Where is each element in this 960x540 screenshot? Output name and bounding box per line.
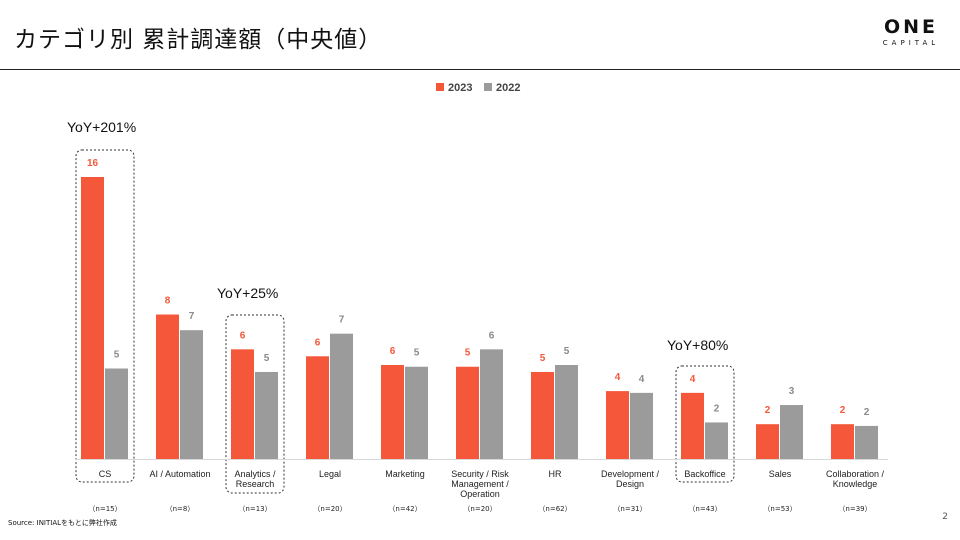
bar-2023 bbox=[381, 365, 404, 459]
value-label-2022: 5 bbox=[564, 346, 570, 357]
value-label-2023: 5 bbox=[465, 348, 471, 359]
sample-count: （n=20） bbox=[463, 505, 496, 513]
value-label-2023: 16 bbox=[87, 158, 99, 169]
value-label-2022: 5 bbox=[264, 353, 270, 364]
bar-2022 bbox=[705, 422, 728, 459]
value-label-2022: 5 bbox=[114, 349, 120, 360]
sample-count: （n=43） bbox=[688, 505, 721, 513]
bar-2023 bbox=[306, 356, 329, 459]
category-label: HR bbox=[549, 469, 562, 479]
bar-2023 bbox=[531, 371, 554, 459]
category-label: Security / Risk Management / Operation bbox=[451, 469, 509, 499]
value-label-2023: 8 bbox=[165, 296, 171, 307]
category-label: Development / Design bbox=[601, 469, 660, 489]
sample-count: （n=15） bbox=[88, 505, 121, 513]
bar-2022 bbox=[405, 366, 428, 459]
legend-swatch-2023 bbox=[436, 83, 444, 91]
bar-2023 bbox=[756, 424, 779, 459]
value-label-2023: 6 bbox=[315, 337, 321, 348]
chart-legend: 2023 2022 bbox=[436, 82, 520, 94]
logo-subtitle: CAPITAL bbox=[882, 39, 940, 47]
category-label: CS bbox=[99, 469, 112, 479]
page-number: 2 bbox=[942, 512, 948, 522]
category-label: AI / Automation bbox=[149, 469, 210, 479]
value-label-2023: 4 bbox=[690, 374, 696, 385]
value-label-2022: 6 bbox=[489, 330, 495, 341]
value-label-2023: 5 bbox=[540, 353, 546, 364]
sample-count: （n=62） bbox=[538, 505, 571, 513]
bar-2023 bbox=[231, 349, 254, 459]
bar-2023 bbox=[156, 314, 179, 459]
bar-2023 bbox=[681, 392, 704, 459]
value-label-2022: 3 bbox=[789, 386, 795, 397]
category-label: Sales bbox=[769, 469, 792, 479]
bar-2022 bbox=[555, 365, 578, 459]
bar-2022 bbox=[630, 392, 653, 459]
bar-2023 bbox=[831, 424, 854, 459]
yoy-annotation: YoY+201% bbox=[67, 119, 136, 135]
bar-2022 bbox=[180, 330, 203, 459]
header-divider bbox=[0, 69, 960, 70]
value-label-2022: 5 bbox=[414, 348, 420, 359]
bar-2022 bbox=[255, 371, 278, 459]
bar-2022 bbox=[105, 368, 128, 459]
bar-2022 bbox=[330, 333, 353, 459]
page-title: カテゴリ別 累計調達額（中央値） bbox=[14, 27, 383, 53]
company-logo: ONE CAPITAL bbox=[876, 16, 946, 47]
sample-count: （n=8） bbox=[166, 505, 195, 513]
category-label: Legal bbox=[319, 469, 341, 479]
bar-2022 bbox=[780, 405, 803, 459]
sample-count: （n=53） bbox=[763, 505, 796, 513]
bar-2022 bbox=[480, 349, 503, 459]
sample-count: （n=39） bbox=[838, 505, 871, 513]
value-label-2023: 4 bbox=[615, 372, 621, 383]
bar-2023 bbox=[606, 391, 629, 459]
value-label-2023: 2 bbox=[765, 405, 771, 416]
legend-swatch-2022 bbox=[484, 83, 492, 91]
category-label: Collaboration / Knowledge bbox=[826, 469, 885, 489]
bar-2022 bbox=[855, 425, 878, 459]
category-label: Marketing bbox=[385, 469, 425, 479]
category-label: Backoffice bbox=[684, 469, 725, 479]
bar-2023 bbox=[81, 177, 104, 459]
yoy-annotation: YoY+80% bbox=[667, 337, 728, 353]
sample-count: （n=13） bbox=[238, 505, 271, 513]
value-label-2022: 2 bbox=[714, 403, 720, 414]
value-label-2022: 2 bbox=[864, 407, 870, 418]
value-label-2022: 7 bbox=[339, 315, 345, 326]
source-note: Source: INITIALをもとに弊社作成 bbox=[8, 519, 117, 527]
value-label-2023: 6 bbox=[390, 346, 396, 357]
value-label-2022: 7 bbox=[189, 311, 195, 322]
sample-count: （n=42） bbox=[388, 505, 421, 513]
bar-2023 bbox=[456, 366, 479, 459]
highlight-box bbox=[225, 314, 285, 494]
sample-count: （n=20） bbox=[313, 505, 346, 513]
value-label-2022: 4 bbox=[639, 374, 645, 385]
value-label-2023: 2 bbox=[840, 405, 846, 416]
category-label: Analytics / Research bbox=[234, 469, 276, 489]
sample-count: （n=31） bbox=[613, 505, 646, 513]
value-label-2023: 6 bbox=[240, 330, 246, 341]
legend-label-2022: 2022 bbox=[496, 82, 520, 94]
logo-wordmark: ONE bbox=[883, 16, 939, 38]
yoy-annotation: YoY+25% bbox=[217, 285, 278, 301]
legend-label-2023: 2023 bbox=[448, 82, 472, 94]
